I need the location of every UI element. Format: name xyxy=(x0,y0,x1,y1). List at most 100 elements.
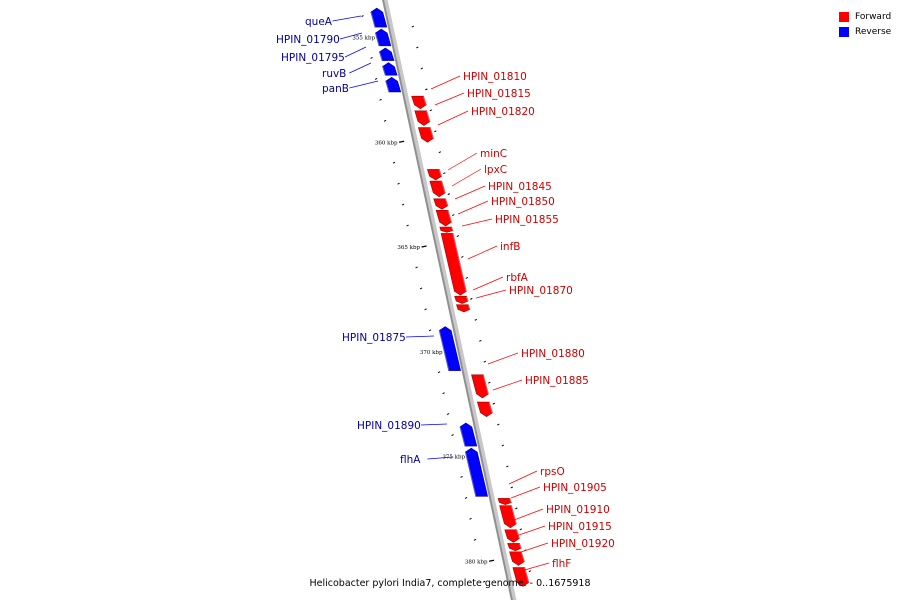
gene-labels: queA HPIN_01790 HPIN_01795 ruvB panB HPIN_018… xyxy=(276,15,615,572)
gene-label[interactable]: rpsO xyxy=(540,466,565,478)
gene-arrow-forward[interactable] xyxy=(499,505,517,529)
gene-highlight xyxy=(374,32,380,47)
minor-tick xyxy=(361,15,364,17)
gene-label[interactable]: HPIN_01850 xyxy=(491,196,555,208)
gene-leader-line xyxy=(332,15,362,22)
gene-label[interactable]: infB xyxy=(500,241,520,253)
gene-label[interactable]: HPIN_01870 xyxy=(509,285,573,297)
gene-leader-line xyxy=(513,508,544,521)
gene-highlight xyxy=(378,51,383,61)
gene-label[interactable]: HPIN_01910 xyxy=(546,504,610,516)
gene-leader-line xyxy=(517,542,549,554)
minor-tick xyxy=(411,25,415,28)
tick-label: 360 kbp xyxy=(375,140,398,146)
gene-highlight xyxy=(509,498,513,503)
gene-label[interactable]: minC xyxy=(480,148,507,160)
major-tick xyxy=(398,140,405,143)
gene-label[interactable]: HPIN_01820 xyxy=(471,106,535,118)
gene-label[interactable]: HPIN_01920 xyxy=(551,538,615,550)
gene-leader-line xyxy=(430,75,461,90)
gene-arrow-forward[interactable] xyxy=(509,551,525,566)
gene-leader-line xyxy=(467,245,498,260)
minor-tick xyxy=(501,444,505,447)
gene-arrow-forward[interactable] xyxy=(418,127,434,143)
tick-label: 370 kbp xyxy=(420,350,443,356)
minor-tick xyxy=(370,57,373,59)
gene-highlight xyxy=(488,401,494,413)
minor-tick xyxy=(482,580,486,583)
gene-label[interactable]: flhF xyxy=(552,558,571,570)
gene-arrow-forward[interactable] xyxy=(433,198,449,210)
gene-label[interactable]: flhA xyxy=(400,454,421,466)
gene-highlight xyxy=(459,426,466,447)
gene-label[interactable]: HPIN_01880 xyxy=(521,348,585,360)
gene-leader-line xyxy=(349,80,379,89)
gene-arrow-forward[interactable] xyxy=(435,210,452,227)
gene-arrow-forward[interactable] xyxy=(456,304,471,313)
gene-highlight xyxy=(520,551,526,562)
gene-arrow-reverse[interactable] xyxy=(370,7,388,28)
gene-leader-line xyxy=(515,525,546,537)
gene-arrow-forward[interactable] xyxy=(476,401,493,418)
gene-label[interactable]: rbfA xyxy=(506,272,529,284)
legend-item-reverse: Reverse xyxy=(839,24,891,39)
gene-arrow-forward[interactable] xyxy=(411,95,427,110)
gene-arrow-forward[interactable] xyxy=(471,374,489,399)
gene-leader-line xyxy=(427,456,454,460)
gene-arrow-forward[interactable] xyxy=(507,543,522,552)
gene-arrow-forward[interactable] xyxy=(426,169,443,181)
gene-label[interactable]: HPIN_01810 xyxy=(463,71,527,83)
minor-tick xyxy=(416,46,419,49)
minor-tick xyxy=(528,570,532,573)
gene-label[interactable]: HPIN_01890 xyxy=(357,420,421,432)
gene-label[interactable]: queA xyxy=(305,16,333,28)
gene-arrow-forward[interactable] xyxy=(439,226,454,233)
minor-tick xyxy=(469,517,472,520)
minor-tick xyxy=(479,339,482,342)
gene-highlight xyxy=(447,210,453,223)
minor-tick xyxy=(424,308,427,311)
gene-arrow-reverse[interactable] xyxy=(459,422,478,447)
gene-label[interactable]: panB xyxy=(322,83,349,95)
gene-arrow-reverse[interactable] xyxy=(374,28,392,47)
gene-arrow-forward[interactable] xyxy=(429,180,446,198)
gene-arrow-forward[interactable] xyxy=(512,567,530,587)
minor-tick xyxy=(434,130,437,133)
gene-arrow-reverse[interactable] xyxy=(438,326,461,371)
gene-leader-line xyxy=(349,62,372,74)
gene-label[interactable]: HPIN_01845 xyxy=(488,181,552,193)
gene-label[interactable]: HPIN_01875 xyxy=(342,332,406,344)
legend-item-forward: Forward xyxy=(839,9,891,24)
gene-arrow-reverse[interactable] xyxy=(385,76,402,93)
gene-label[interactable]: HPIN_01885 xyxy=(525,375,589,387)
gene-leader-line xyxy=(437,110,469,126)
gene-arrow-forward[interactable] xyxy=(454,295,469,304)
gene-label[interactable]: HPIN_01905 xyxy=(543,482,607,494)
gene-arrow-reverse[interactable] xyxy=(378,47,395,61)
gene-arrow-forward[interactable] xyxy=(497,498,512,506)
gene-highlight xyxy=(438,169,443,177)
gene-highlight xyxy=(452,233,468,292)
gene-label[interactable]: HPIN_01815 xyxy=(467,88,531,100)
genome-backbone xyxy=(382,0,513,600)
gene-leader-line xyxy=(344,46,367,58)
gene-label[interactable]: ruvB xyxy=(322,68,346,80)
gene-leader-line xyxy=(520,562,550,572)
gene-arrow-reverse[interactable] xyxy=(382,62,398,76)
gene-arrow-reverse[interactable] xyxy=(464,447,488,497)
gene-highlight xyxy=(438,330,450,371)
gene-label[interactable]: HPIN_01795 xyxy=(281,52,345,64)
minor-tick xyxy=(470,297,473,300)
gene-label[interactable]: HPIN_01915 xyxy=(548,521,612,533)
minor-tick xyxy=(510,486,514,489)
gene-arrow-forward[interactable] xyxy=(440,233,467,296)
gene-label[interactable]: HPIN_01790 xyxy=(276,34,340,46)
gene-arrow-forward[interactable] xyxy=(414,110,431,126)
gene-label[interactable]: lpxC xyxy=(484,164,507,176)
gene-arrow-forward[interactable] xyxy=(504,529,520,543)
gene-label[interactable]: HPIN_01855 xyxy=(495,214,559,226)
gene-highlight xyxy=(464,451,477,497)
gene-leader-line xyxy=(457,200,489,215)
gene-leader-line xyxy=(472,276,504,291)
